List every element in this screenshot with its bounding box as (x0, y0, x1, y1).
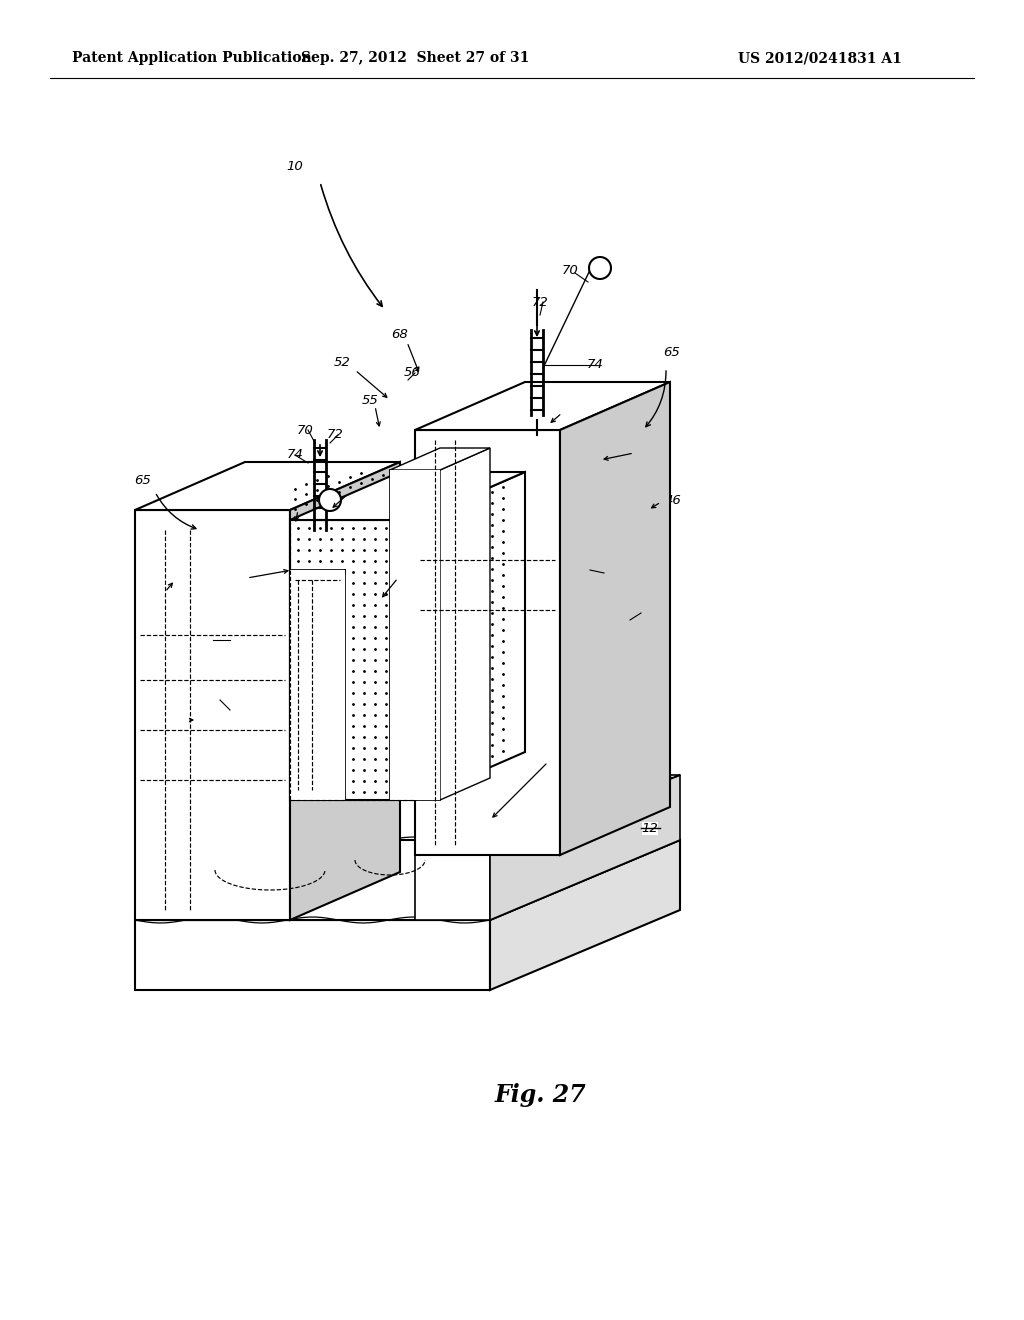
Polygon shape (135, 462, 400, 510)
Polygon shape (415, 775, 680, 855)
Text: 46: 46 (665, 494, 681, 507)
Text: 52: 52 (334, 356, 350, 370)
Text: 68: 68 (391, 329, 409, 342)
Polygon shape (290, 462, 400, 920)
Polygon shape (415, 855, 490, 920)
Text: Fig. 27: Fig. 27 (495, 1082, 586, 1107)
Text: Sep. 27, 2012  Sheet 27 of 31: Sep. 27, 2012 Sheet 27 of 31 (301, 51, 529, 65)
Text: 72: 72 (327, 429, 343, 441)
Text: 48: 48 (637, 444, 653, 457)
Text: 14: 14 (548, 754, 564, 767)
Text: 40: 40 (196, 634, 212, 647)
Polygon shape (415, 430, 560, 855)
Circle shape (319, 488, 341, 511)
Text: 10: 10 (287, 161, 303, 173)
Text: 56: 56 (403, 367, 421, 380)
Text: 47: 47 (347, 483, 364, 496)
Text: 60: 60 (205, 693, 221, 706)
Polygon shape (415, 381, 670, 430)
Text: Patent Application Publication: Patent Application Publication (72, 51, 311, 65)
Polygon shape (390, 470, 440, 800)
Text: 60: 60 (643, 606, 659, 619)
Text: 70: 70 (297, 424, 313, 437)
Polygon shape (490, 775, 680, 920)
Text: 46: 46 (143, 583, 161, 597)
Circle shape (589, 257, 611, 279)
Polygon shape (290, 520, 415, 800)
Text: 48: 48 (227, 572, 245, 585)
Polygon shape (135, 840, 680, 920)
Polygon shape (135, 920, 490, 990)
Polygon shape (290, 570, 345, 800)
Text: 44: 44 (295, 503, 311, 516)
Polygon shape (440, 447, 490, 800)
Text: 65: 65 (664, 346, 680, 359)
Polygon shape (290, 570, 345, 800)
Text: 44: 44 (391, 569, 409, 582)
Text: 74: 74 (287, 449, 303, 462)
Text: 70: 70 (561, 264, 579, 276)
Text: 65: 65 (134, 474, 152, 487)
Text: 47: 47 (563, 401, 581, 414)
Polygon shape (415, 473, 525, 800)
Text: 55: 55 (361, 393, 379, 407)
Text: 72: 72 (531, 296, 549, 309)
Polygon shape (390, 447, 490, 470)
Text: 40: 40 (605, 566, 623, 579)
Polygon shape (560, 381, 670, 855)
Text: US 2012/0241831 A1: US 2012/0241831 A1 (738, 51, 902, 65)
Text: 12: 12 (642, 821, 658, 834)
Polygon shape (390, 470, 440, 800)
Polygon shape (290, 473, 525, 520)
Polygon shape (490, 840, 680, 990)
Polygon shape (135, 510, 290, 920)
Text: 74: 74 (587, 359, 603, 371)
